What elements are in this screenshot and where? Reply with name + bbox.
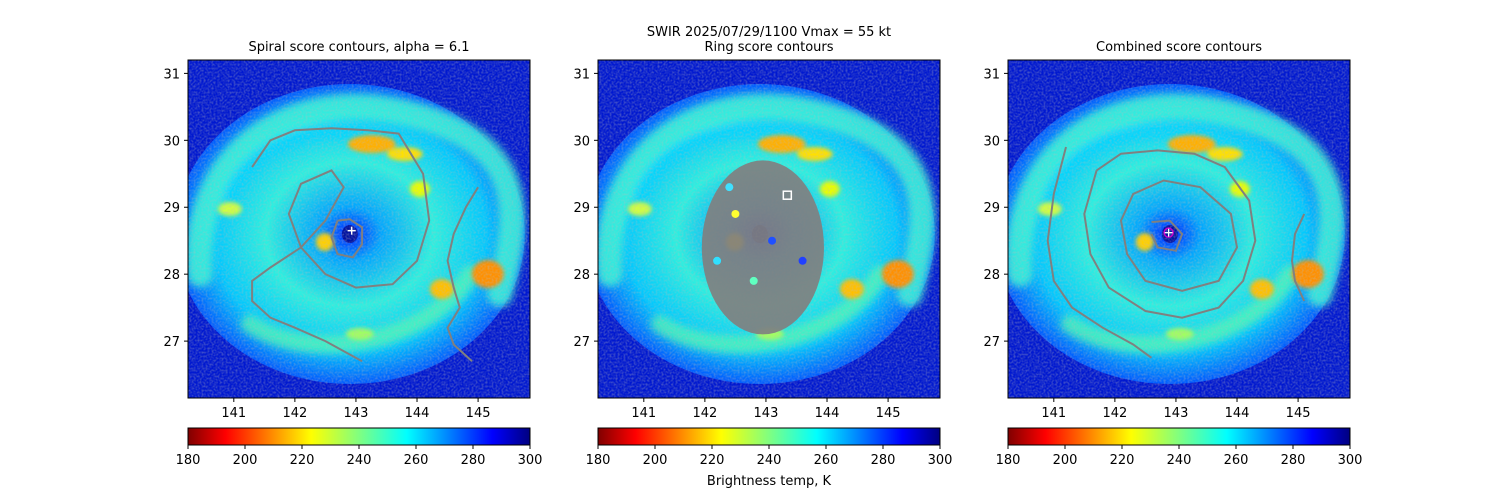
colorbar-tick-label: 300 [1338, 453, 1363, 468]
colorbar-tick-label: 180 [586, 453, 611, 468]
contour-line [446, 186, 479, 362]
ring-gap [798, 256, 807, 265]
y-tick-label: 29 [983, 201, 1000, 216]
x-tick-label: 145 [1286, 406, 1311, 421]
colorbar-tick-label: 300 [928, 453, 953, 468]
contour-line [1150, 219, 1184, 252]
y-tick-label: 28 [163, 268, 180, 283]
x-tick-label: 143 [344, 406, 369, 421]
axes-frame [1007, 59, 1351, 399]
contour-line [1290, 213, 1306, 302]
y-tick-label: 29 [163, 201, 180, 216]
colorbar-tick-label: 180 [176, 453, 201, 468]
center-square-marker [782, 190, 793, 200]
panel-title: Ring score contours [704, 40, 833, 55]
colorbar-tick-label: 200 [643, 453, 668, 468]
colorbar-gradient [187, 427, 531, 446]
contour-group [1046, 146, 1306, 359]
contour-line [251, 127, 431, 363]
x-tick-label: 144 [815, 406, 840, 421]
x-tick-label: 145 [876, 406, 901, 421]
axes-frame [187, 59, 531, 399]
y-tick-label: 27 [573, 335, 590, 350]
x-tick-label: 143 [1164, 406, 1189, 421]
panel-title: Spiral score contours, alpha = 6.1 [248, 40, 469, 55]
satellite-image [188, 60, 530, 398]
y-tick-label: 31 [983, 67, 1000, 82]
colorbar-tick-label: 220 [1110, 453, 1135, 468]
ring-contour-fill [701, 160, 824, 335]
x-tick-label: 142 [692, 406, 717, 421]
colorbar-tick-label: 180 [996, 453, 1021, 468]
y-tick-label: 28 [983, 268, 1000, 283]
panel-title: Combined score contours [1096, 40, 1262, 55]
colorbar-tick-label: 280 [461, 453, 486, 468]
x-tick-label: 141 [1041, 406, 1066, 421]
panels-group: Spiral score contours, alpha = 6.1 141 142… [163, 40, 1362, 468]
colorbar-tick-label: 200 [1053, 453, 1078, 468]
x-tick-label: 142 [1102, 406, 1127, 421]
contour-line [1083, 149, 1257, 319]
colorbar-tick-label: 200 [233, 453, 258, 468]
colorbar-tick-label: 260 [814, 453, 839, 468]
y-tick-label: 31 [163, 67, 180, 82]
center-plus-marker [347, 226, 356, 235]
x-tick-label: 143 [754, 406, 779, 421]
panel-1: Spiral score contours, alpha = 6.1 141 142… [163, 40, 542, 468]
colorbar: 180 200 220 240 260 280 300 [586, 427, 953, 468]
colorbar-label: Brightness temp, K [707, 474, 832, 489]
colorbar-tick-label: 240 [1167, 453, 1192, 468]
axes-frame [597, 59, 941, 399]
contour-line [330, 218, 364, 259]
contour-line [1046, 146, 1153, 359]
ring-gap [713, 256, 722, 265]
ring-gap [725, 183, 734, 192]
x-tick-label: 145 [466, 406, 491, 421]
image-texture [1008, 60, 1350, 398]
colorbar-tick-label: 280 [871, 453, 896, 468]
x-tick-label: 142 [282, 406, 307, 421]
colorbar-gradient [597, 427, 941, 446]
colorbar-tick-label: 220 [700, 453, 725, 468]
x-tick-label: 144 [405, 406, 430, 421]
y-tick-label: 30 [163, 134, 180, 149]
satellite-image [1008, 60, 1350, 398]
ring-gap [749, 276, 758, 285]
colorbar: 180 200 220 240 260 280 300 [996, 427, 1363, 468]
colorbar-tick-label: 240 [347, 453, 372, 468]
image-texture [188, 60, 530, 398]
y-tick-label: 28 [573, 268, 590, 283]
colorbar-tick-label: 260 [1224, 453, 1249, 468]
panel-2: Ring score contours 141 142 143 144 145 27 28 29… [573, 40, 952, 468]
x-tick-label: 141 [221, 406, 246, 421]
satellite-image [598, 60, 940, 398]
y-tick-label: 30 [573, 134, 590, 149]
contour-line [1119, 179, 1239, 292]
colorbar: 180 200 220 240 260 280 300 [176, 427, 543, 468]
colorbar-gradient [1007, 427, 1351, 446]
colorbar-tick-label: 300 [518, 453, 543, 468]
y-tick-label: 29 [573, 201, 590, 216]
panel-3: Combined score contours 141 142 143 144 145 27… [983, 40, 1362, 468]
y-tick-label: 30 [983, 134, 1000, 149]
contour-group [251, 127, 479, 363]
y-tick-label: 27 [163, 335, 180, 350]
ring-gap [768, 236, 777, 245]
center-circle-marker [1163, 227, 1174, 238]
ring-gap [731, 209, 740, 218]
colorbar-tick-label: 260 [404, 453, 429, 468]
colorbar-tick-label: 240 [757, 453, 782, 468]
colorbar-tick-label: 280 [1281, 453, 1306, 468]
ring-score-region [701, 160, 824, 335]
colorbar-tick-label: 220 [290, 453, 315, 468]
y-tick-label: 27 [983, 335, 1000, 350]
figure-suptitle: SWIR 2025/07/29/1100 Vmax = 55 kt [647, 25, 891, 40]
marker-circle [1163, 227, 1174, 238]
x-tick-label: 141 [631, 406, 656, 421]
x-tick-label: 144 [1225, 406, 1250, 421]
y-tick-label: 31 [573, 67, 590, 82]
